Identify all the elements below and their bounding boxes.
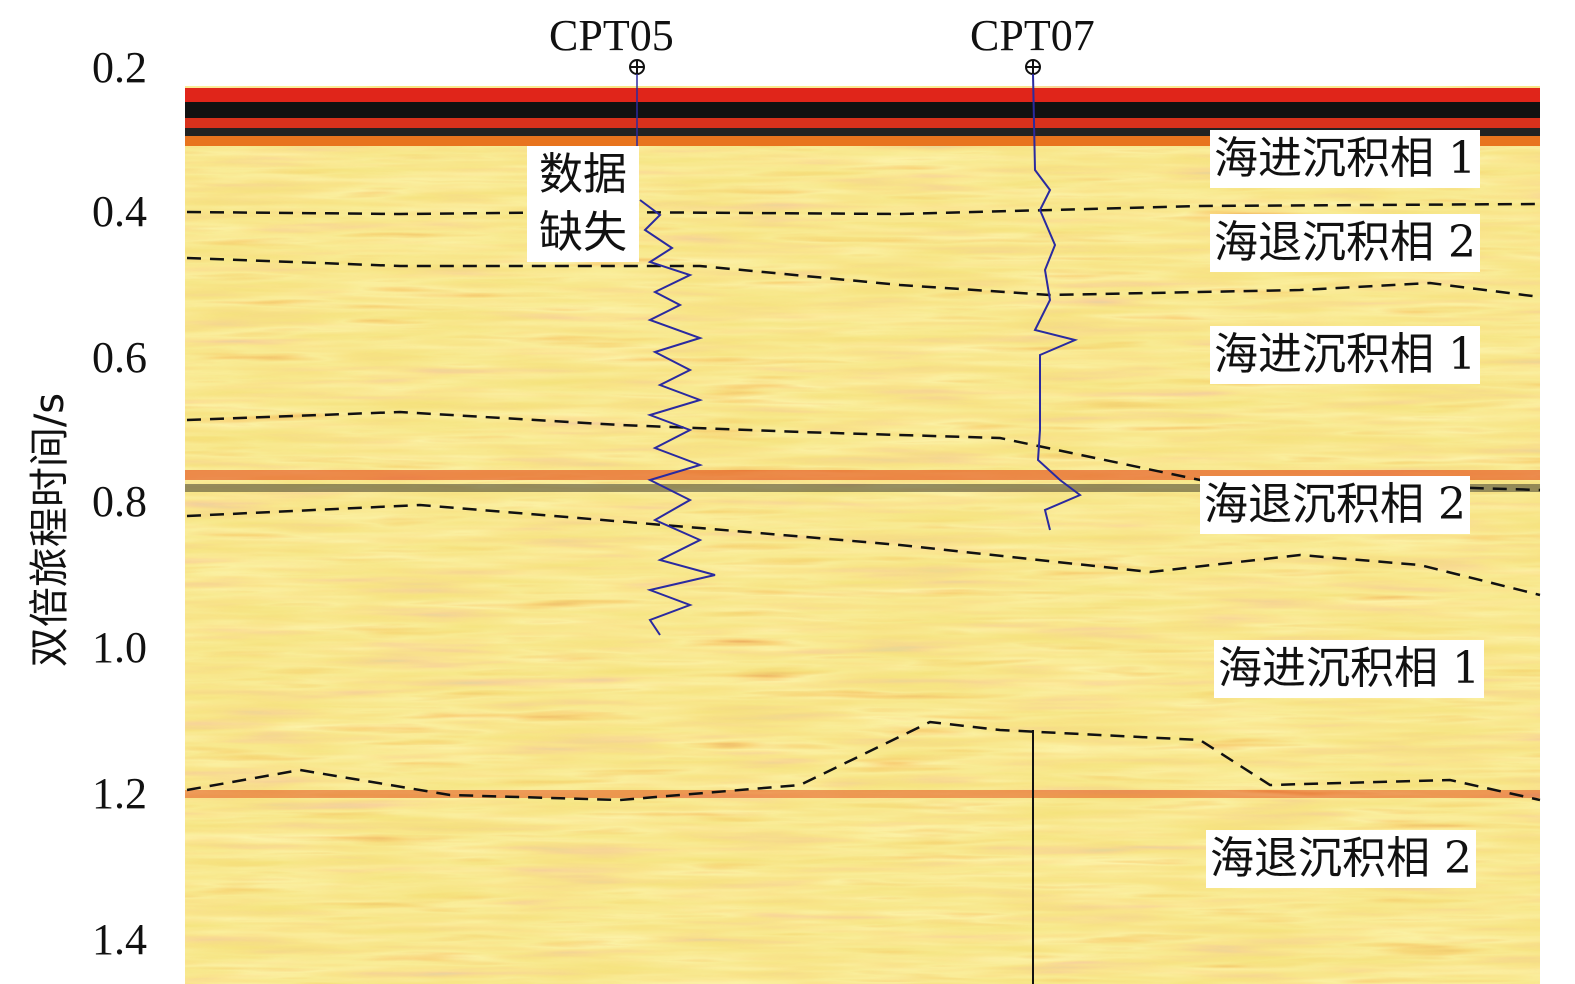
- facies-label-4: 海退沉积相 2: [1200, 476, 1470, 534]
- boundary-4: [186, 503, 1541, 597]
- well-name-cpt07: CPT07: [970, 11, 1095, 60]
- y-tick-0-4: 0.4: [92, 187, 147, 236]
- y-tick-0-8: 0.8: [92, 477, 147, 526]
- facies-label-3: 海进沉积相 1: [1210, 326, 1480, 384]
- seafloor-red-band: [185, 88, 1540, 102]
- y-tick-1-0: 1.0: [92, 623, 147, 672]
- facies-label-6: 海退沉积相 2: [1206, 830, 1476, 888]
- facies-label-1: 海进沉积相 1: [1210, 130, 1480, 188]
- boundary-1: [186, 202, 1541, 216]
- seafloor-red-band-2: [185, 118, 1540, 128]
- y-tick-1-4: 1.4: [92, 915, 147, 964]
- reflector-band-08b: [185, 484, 1540, 492]
- seafloor-black-band: [185, 102, 1540, 118]
- y-tick-1-2: 1.2: [92, 769, 147, 818]
- boundary-2: [186, 256, 1541, 299]
- reflector-band-08: [185, 470, 1540, 480]
- y-tick-0-2: 0.2: [92, 43, 147, 92]
- facies-label-2: 海退沉积相 2: [1210, 214, 1480, 272]
- cpt07-log-curve: [1032, 73, 1082, 531]
- well-name-cpt05: CPT05: [549, 11, 674, 60]
- y-tick-0-6: 0.6: [92, 333, 147, 382]
- well-cpt07: [1025, 59, 1082, 984]
- seafloor-orange-band: [185, 136, 1540, 146]
- seafloor-dark-band: [185, 128, 1540, 136]
- cpt05-log-curve: [639, 199, 716, 636]
- y-axis-label: 双倍旅程时间/s: [27, 392, 73, 668]
- facies-label-5: 海进沉积相 1: [1214, 640, 1484, 698]
- missing-data-label: 数据 缺失: [527, 146, 639, 262]
- boundary-5: [186, 720, 1541, 802]
- reflector-band-12: [185, 790, 1540, 798]
